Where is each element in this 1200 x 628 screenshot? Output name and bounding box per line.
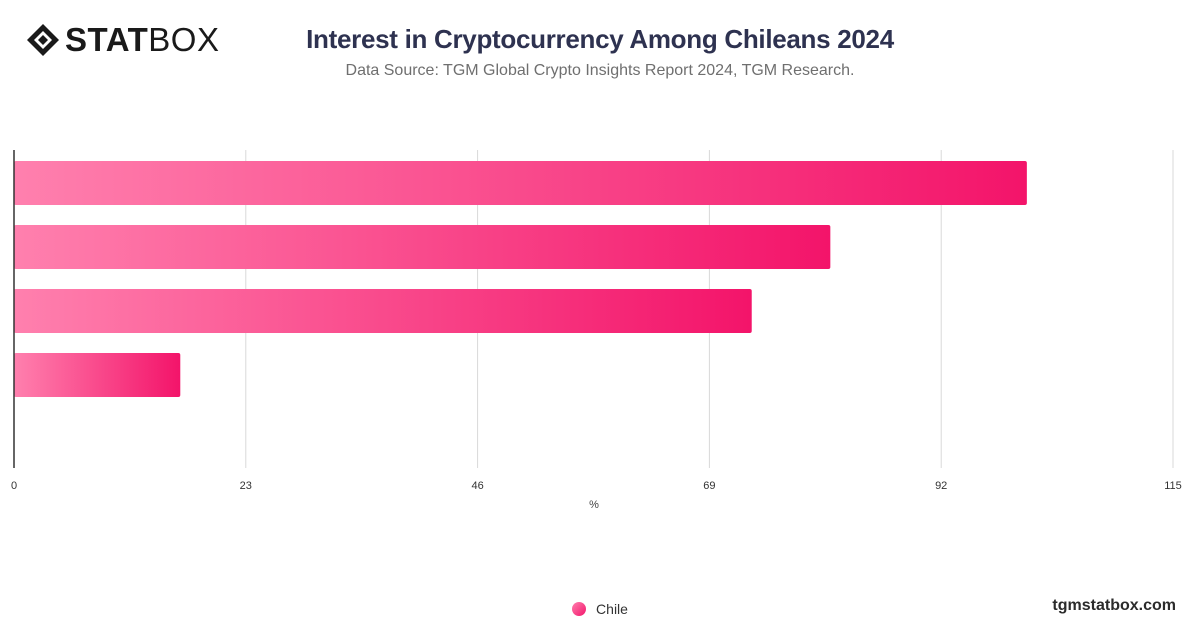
x-tick-labels: 0 23 46 69 92 115 — [11, 480, 1182, 492]
x-tick-label: 0 — [11, 480, 17, 492]
legend-label-chile: Chile — [596, 601, 628, 617]
bar-1 — [14, 161, 1027, 205]
legend: Chile — [0, 601, 1200, 617]
legend-swatch-chile — [572, 602, 587, 616]
statbox-logo: STATBOX — [25, 22, 219, 58]
statbox-diamond-icon — [27, 24, 59, 56]
x-axis-title: % — [589, 499, 599, 511]
x-tick-label: 23 — [240, 480, 252, 492]
bars — [14, 161, 1027, 397]
chart-title: Interest in Cryptocurrency Among Chilean… — [306, 24, 894, 54]
site-url: tgmstatbox.com — [1052, 597, 1176, 614]
bar-3 — [14, 289, 752, 333]
logo-wordmark: STATBOX — [65, 22, 219, 58]
x-tick-label: 115 — [1164, 480, 1182, 492]
logo-wordmark-light: BOX — [148, 21, 220, 58]
bar-4 — [14, 353, 181, 397]
x-tick-label: 69 — [703, 480, 715, 492]
bar-2 — [14, 225, 831, 269]
logo-wordmark-bold: STAT — [65, 21, 149, 58]
chart-subtitle: Data Source: TGM Global Crypto Insights … — [345, 62, 855, 79]
x-tick-label: 92 — [935, 480, 947, 492]
x-tick-label: 46 — [471, 480, 483, 492]
bar-chart: 0 23 46 69 92 115 % — [11, 150, 1182, 511]
